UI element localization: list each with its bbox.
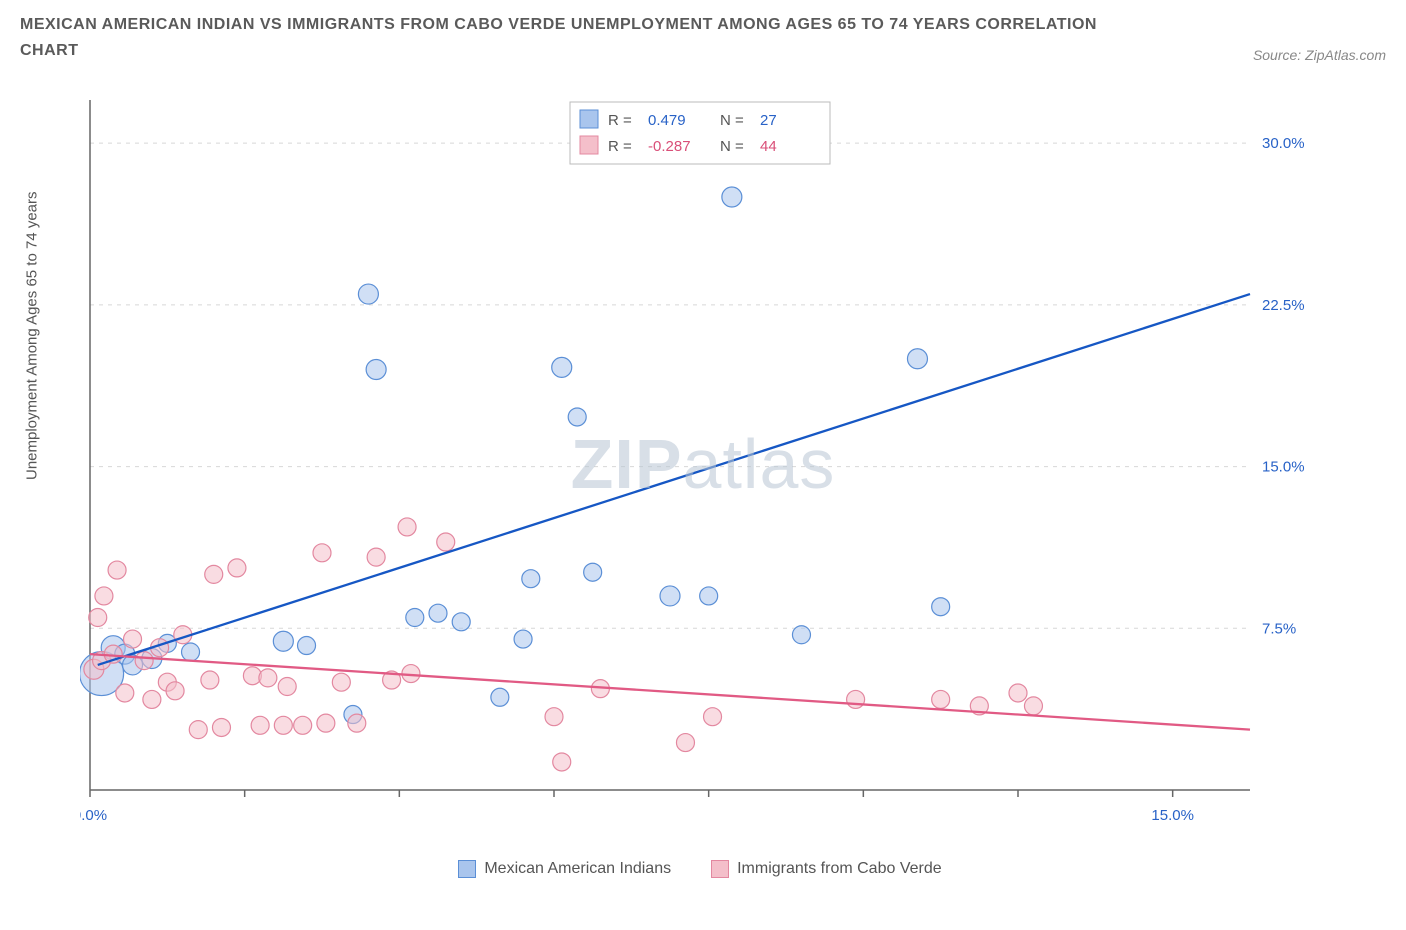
data-point: [367, 548, 385, 566]
data-point: [437, 533, 455, 551]
data-point: [294, 716, 312, 734]
data-point: [124, 630, 142, 648]
data-point: [348, 714, 366, 732]
data-point: [212, 718, 230, 736]
data-point: [932, 598, 950, 616]
data-point: [545, 708, 563, 726]
data-point: [847, 690, 865, 708]
y-axis-label: Unemployment Among Ages 65 to 74 years: [24, 191, 41, 480]
data-point: [552, 357, 572, 377]
data-point: [108, 561, 126, 579]
data-point: [251, 716, 269, 734]
data-point: [584, 563, 602, 581]
legend-text: -0.287: [648, 138, 691, 155]
x-tick-label: 15.0%: [1151, 807, 1194, 824]
legend-swatch: [711, 860, 729, 878]
legend-item: Immigrants from Cabo Verde: [711, 860, 942, 878]
data-point: [205, 565, 223, 583]
data-point: [89, 609, 107, 627]
legend-swatch: [580, 136, 598, 154]
data-point: [660, 586, 680, 606]
chart-container: Unemployment Among Ages 65 to 74 years 7…: [20, 80, 1386, 880]
legend-label: Immigrants from Cabo Verde: [737, 860, 942, 878]
data-point: [491, 688, 509, 706]
data-point: [722, 187, 742, 207]
data-point: [792, 626, 810, 644]
chart-title: MEXICAN AMERICAN INDIAN VS IMMIGRANTS FR…: [20, 12, 1120, 63]
data-point: [514, 630, 532, 648]
data-point: [398, 518, 416, 536]
data-point: [95, 587, 113, 605]
legend-swatch: [458, 860, 476, 878]
source-attribution: Source: ZipAtlas.com: [1253, 47, 1386, 63]
data-point: [429, 604, 447, 622]
data-point: [932, 690, 950, 708]
data-point: [116, 684, 134, 702]
legend-text: R =: [608, 112, 632, 129]
legend-item: Mexican American Indians: [458, 860, 671, 878]
legend-text: N =: [720, 112, 744, 129]
y-tick-label: 22.5%: [1262, 297, 1305, 314]
data-point: [553, 753, 571, 771]
data-point: [143, 690, 161, 708]
data-point: [332, 673, 350, 691]
legend-text: 44: [760, 138, 777, 155]
data-point: [676, 734, 694, 752]
data-point: [358, 284, 378, 304]
data-point: [274, 716, 292, 734]
data-point: [135, 652, 153, 670]
data-point: [298, 637, 316, 655]
series: [84, 518, 1043, 771]
data-point: [182, 643, 200, 661]
data-point: [166, 682, 184, 700]
legend-text: 27: [760, 112, 777, 129]
data-point: [189, 721, 207, 739]
data-point: [704, 708, 722, 726]
y-tick-label: 7.5%: [1262, 620, 1296, 637]
data-point: [317, 714, 335, 732]
data-point: [313, 544, 331, 562]
data-point: [568, 408, 586, 426]
legend-bottom: Mexican American Indians Immigrants from …: [80, 860, 1320, 878]
scatter-plot: 7.5% 15.0% 22.5% 30.0% 0.0% 15.0% R = 0.479 N = 2…: [80, 90, 1320, 830]
data-point: [1024, 697, 1042, 715]
data-point: [259, 669, 277, 687]
data-point: [201, 671, 219, 689]
data-point: [1009, 684, 1027, 702]
data-point: [522, 570, 540, 588]
data-point: [366, 360, 386, 380]
legend-text: N =: [720, 138, 744, 155]
legend-label: Mexican American Indians: [484, 860, 671, 878]
data-point: [907, 349, 927, 369]
data-point: [406, 609, 424, 627]
trend-line: [98, 294, 1250, 665]
x-tick-label: 0.0%: [80, 807, 107, 824]
y-tick-label: 30.0%: [1262, 135, 1305, 152]
data-point: [452, 613, 470, 631]
y-tick-label: 15.0%: [1262, 459, 1305, 476]
data-point: [228, 559, 246, 577]
data-point: [700, 587, 718, 605]
legend-swatch: [580, 110, 598, 128]
data-point: [273, 631, 293, 651]
legend-text: 0.479: [648, 112, 686, 129]
series: [80, 187, 950, 724]
legend-text: R =: [608, 138, 632, 155]
data-point: [278, 678, 296, 696]
